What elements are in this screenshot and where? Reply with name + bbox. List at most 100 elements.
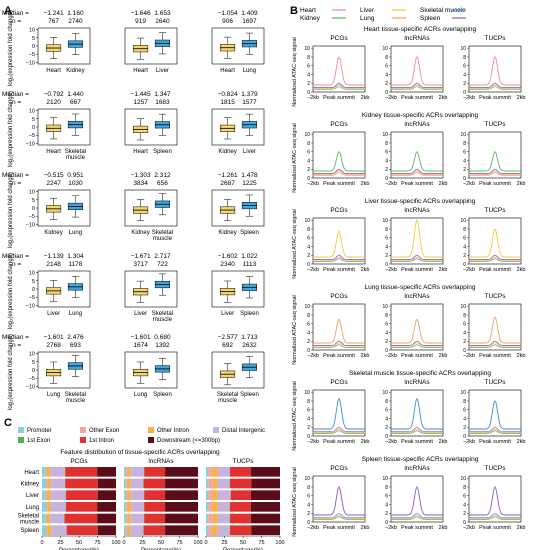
n-value: 2148 xyxy=(46,261,61,268)
category-label: Lung xyxy=(69,230,82,236)
signal-curve-spleen xyxy=(313,340,365,346)
category-label: Kidney xyxy=(66,68,84,74)
y-tick-label: 6 xyxy=(463,494,466,500)
median-value: 1.478 xyxy=(241,172,258,179)
profile-frame xyxy=(468,389,522,437)
stacked-segment xyxy=(126,490,131,500)
stacked-segment xyxy=(51,525,67,535)
median-label: Median = xyxy=(2,253,29,260)
signal-curve-heart xyxy=(391,430,443,434)
median-value: −0.824 xyxy=(218,91,238,98)
signal-curve-liver xyxy=(313,342,365,347)
signal-curve-lung xyxy=(469,84,521,89)
y-tick-label: 4 xyxy=(385,416,388,422)
signal-curve-lung xyxy=(313,318,365,344)
stacked-segment xyxy=(124,513,127,524)
n-value: 3717 xyxy=(133,261,148,268)
legend-swatch xyxy=(80,427,86,433)
y-tick-label: 0 xyxy=(307,520,310,526)
y-tick-label: 2 xyxy=(307,339,310,345)
n-label: n = xyxy=(12,342,21,349)
signal-curve-heart xyxy=(313,56,365,86)
x-tick-label: 25 xyxy=(221,540,227,546)
y-tick-label: 4 xyxy=(307,72,310,78)
y-tick-label: 8 xyxy=(463,227,466,233)
n-value: 656 xyxy=(157,180,168,187)
legend-label: Other Intron xyxy=(157,428,189,434)
y-tick-label: 2 xyxy=(385,167,388,173)
stacked-segment xyxy=(208,490,212,500)
y-tick-label: 4 xyxy=(307,244,310,250)
profile-frame xyxy=(390,303,444,351)
signal-curve-skeletal-muscle xyxy=(469,400,521,430)
stacked-segment xyxy=(217,478,230,489)
signal-curve-skeletal-muscle xyxy=(391,397,443,430)
x-tick-label: 2kb xyxy=(517,181,526,187)
profile-frame xyxy=(390,389,444,437)
y-tick-label: 2 xyxy=(463,253,466,259)
profile-frame xyxy=(312,303,366,351)
x-tick-label: 0 xyxy=(40,540,43,546)
profile-frame xyxy=(468,303,522,351)
y-tick-label: 10 xyxy=(29,109,35,115)
signal-curve-spleen xyxy=(313,168,365,174)
category-label-line: muscle xyxy=(66,155,86,161)
category-label-line: Skeletal xyxy=(217,392,238,398)
y-tick-label: 4 xyxy=(385,502,388,508)
y-tick-label: 10 xyxy=(460,304,466,310)
legend-swatch xyxy=(18,437,24,443)
y-tick-label: 8 xyxy=(463,141,466,147)
x-tick-label: Peak summit xyxy=(323,353,355,359)
stacked-segment xyxy=(165,502,198,512)
x-tick-label: 2kb xyxy=(361,525,370,531)
category-label: Heart xyxy=(24,470,39,476)
x-tick-label: 2kb xyxy=(517,95,526,101)
x-tick-label: Peak summit xyxy=(323,525,355,531)
stacked-segment xyxy=(217,513,230,524)
x-tick-label: Peak summit xyxy=(323,439,355,445)
median-value: 2.717 xyxy=(154,253,171,260)
profile-frame xyxy=(468,217,522,265)
y-tick-label: 0 xyxy=(463,262,466,268)
y-tick-label: 10 xyxy=(382,476,388,482)
category-label: Lung xyxy=(26,505,39,511)
x-axis-label: Percentage(%) xyxy=(59,548,99,550)
x-tick-label: Peak summit xyxy=(479,181,511,187)
category-label-line: Skeletal xyxy=(152,311,173,317)
category-label: Liver xyxy=(134,311,147,317)
y-tick-label: 8 xyxy=(307,485,310,491)
x-tick-label: Peak summit xyxy=(401,95,433,101)
x-tick-label: Peak summit xyxy=(323,267,355,273)
category-label: Lung xyxy=(134,392,147,398)
y-tick-label: 0 xyxy=(463,434,466,440)
y-tick-label: 4 xyxy=(463,244,466,250)
y-tick-label: 0 xyxy=(463,348,466,354)
category-label: Liver xyxy=(243,149,256,155)
signal-curve-spleen xyxy=(469,340,521,346)
profile-frame xyxy=(468,45,522,93)
category-label: Lung xyxy=(69,311,82,317)
y-tick-label: 10 xyxy=(382,46,388,52)
signal-curve-heart xyxy=(469,344,521,348)
stacked-segment xyxy=(50,502,66,512)
column-title: TUCPs xyxy=(485,379,507,386)
stacked-segment xyxy=(42,525,47,535)
n-value: 2120 xyxy=(46,99,61,106)
profile-frame xyxy=(468,475,522,523)
y-tick-label: 10 xyxy=(29,352,35,358)
signal-curve-kidney xyxy=(391,150,443,172)
signal-curve-spleen xyxy=(391,254,443,260)
signal-curve-lung xyxy=(313,170,365,175)
x-tick-label: Peak summit xyxy=(479,353,511,359)
y-tick-label: 6 xyxy=(385,64,388,70)
y-tick-label: −5 xyxy=(29,295,35,301)
stacked-segment xyxy=(97,525,116,535)
x-tick-label: −2kb xyxy=(463,353,475,359)
y-tick-label: 4 xyxy=(385,158,388,164)
y-tick-label: 6 xyxy=(385,494,388,500)
y-tick-label: 8 xyxy=(463,399,466,405)
stacked-segment xyxy=(206,478,209,489)
y-axis-label: Normalized ATAC-seq signal xyxy=(292,37,298,107)
y-tick-label: 10 xyxy=(460,390,466,396)
n-value: 2768 xyxy=(46,342,61,349)
